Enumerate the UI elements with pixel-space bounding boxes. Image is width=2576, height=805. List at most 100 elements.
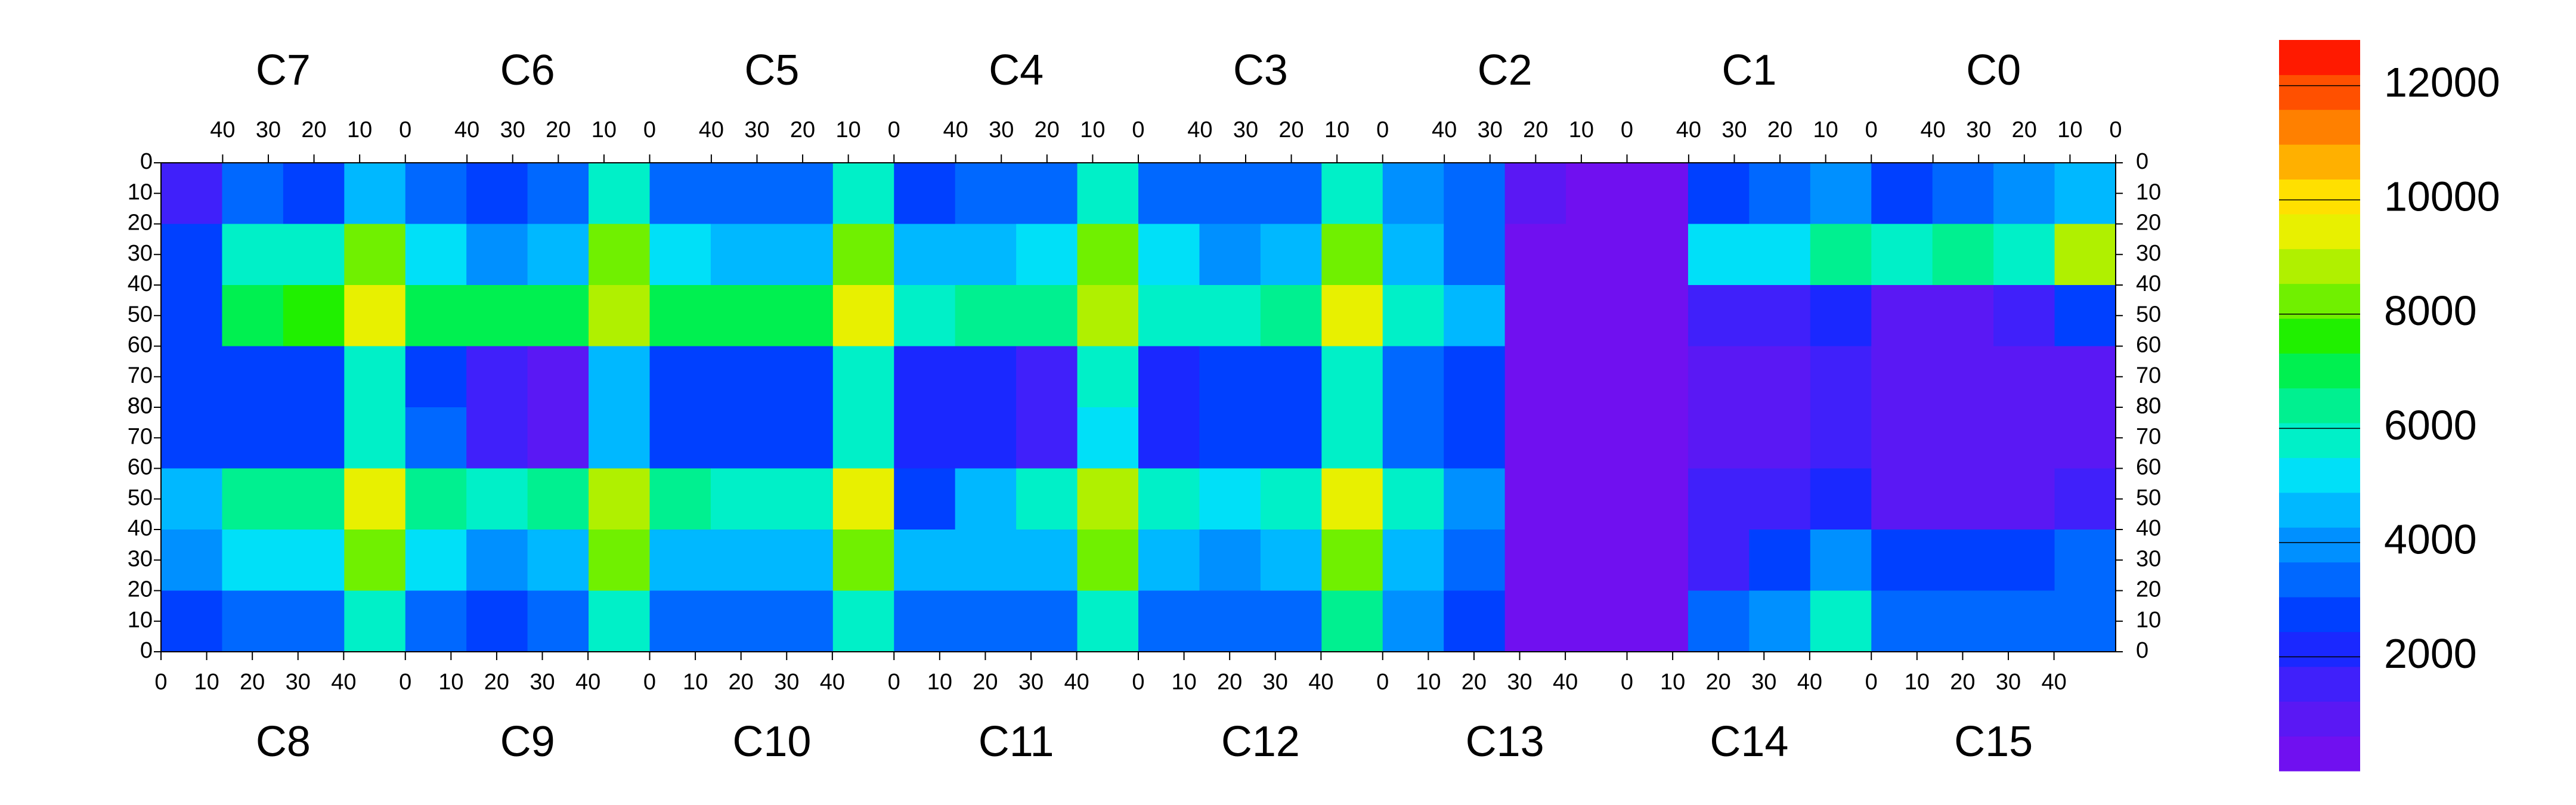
right-tick-label: 40 [2136, 271, 2161, 296]
heatmap-cell [466, 590, 528, 652]
heatmap-cell [527, 590, 589, 652]
heatmap-cell [1321, 224, 1383, 286]
heatmap-cell [649, 224, 711, 286]
heatmap-cell [1260, 407, 1322, 469]
heatmap-cell [1871, 163, 1933, 224]
heatmap-cell [955, 285, 1017, 346]
right-tick-label: 20 [2136, 577, 2161, 602]
heatmap-cell [405, 530, 467, 591]
colorbar-tick-label: 2000 [2384, 630, 2477, 677]
heatmap-cell [1444, 590, 1506, 652]
left-tick-label: 60 [128, 455, 153, 480]
bottom-tick-label: 40 [2041, 670, 2066, 695]
heatmap-cell [1199, 224, 1261, 286]
heatmap-cell [1016, 407, 1078, 469]
heatmap-cell [1016, 346, 1078, 408]
heatmap-cell [649, 468, 711, 530]
heatmap-cell [1627, 530, 1689, 591]
heatmap-cell [1566, 346, 1627, 408]
chip-label: C10 [732, 718, 811, 766]
heatmap-cell [527, 346, 589, 408]
bottom-tick-label: 30 [1507, 670, 1532, 695]
heatmap-cell [1993, 407, 2055, 469]
chip-label: C14 [1710, 718, 1788, 766]
colorbar-tick-label: 6000 [2384, 402, 2477, 448]
right-tick-label: 10 [2136, 608, 2161, 633]
heatmap-cell [1566, 407, 1627, 469]
heatmap-cell [1444, 468, 1506, 530]
heatmap-cell [1504, 224, 1566, 286]
heatmap-cell [1627, 407, 1689, 469]
heatmap-cell [1688, 530, 1750, 591]
heatmap-cell [344, 590, 406, 652]
color-band [2279, 179, 2360, 215]
heatmap-cell [832, 163, 894, 224]
heatmap-cell [1444, 163, 1506, 224]
color-band [2279, 109, 2360, 145]
heatmap-cell [894, 530, 956, 591]
heatmap-cell [772, 590, 834, 652]
top-tick-label: 10 [836, 117, 861, 143]
color-band [2279, 144, 2360, 180]
top-tick-label: 40 [1432, 117, 1457, 143]
bottom-tick-label: 10 [1416, 670, 1441, 695]
heatmap-cell [1382, 285, 1444, 346]
heatmap-cell [527, 285, 589, 346]
heatmap-cell [1504, 590, 1566, 652]
chip-label: C6 [500, 47, 555, 94]
heatmap-cell [1444, 407, 1506, 469]
right-tick-label: 40 [2136, 516, 2161, 541]
heatmap-cell [344, 468, 406, 530]
heatmap-cell [1077, 285, 1139, 346]
heatmap-cell [1382, 346, 1444, 408]
heatmap-cell [1321, 346, 1383, 408]
top-tick-label: 30 [1233, 117, 1258, 143]
heatmap-cell [405, 590, 467, 652]
bottom-tick-label: 40 [1553, 670, 1578, 695]
heatmap-cell [1932, 224, 1994, 286]
heatmap-cell [1504, 346, 1566, 408]
top-tick-label: 30 [1966, 117, 1991, 143]
heatmap-cell [1016, 285, 1078, 346]
heatmap-cell [1627, 163, 1689, 224]
heatmap-cell [1138, 468, 1200, 530]
heatmap-cell [955, 530, 1017, 591]
bottom-tick-label: 30 [1263, 670, 1288, 695]
chip-label: C4 [989, 47, 1044, 94]
bottom-tick-label: 0 [399, 670, 411, 695]
heatmap-cell [1810, 468, 1872, 530]
heatmap-cell [1260, 163, 1322, 224]
heatmap-cell [283, 285, 345, 346]
heatmap-cell [1321, 163, 1383, 224]
heatmap-cell [283, 530, 345, 591]
heatmap-cell [1932, 285, 1994, 346]
heatmap-cell [1260, 530, 1322, 591]
heatmap-cell [1382, 163, 1444, 224]
heatmap-cell [1688, 407, 1750, 469]
heatmap-cell [1810, 590, 1872, 652]
left-tick-label: 40 [128, 271, 153, 296]
heatmap-cell [527, 468, 589, 530]
chip-label: C1 [1722, 47, 1776, 94]
heatmap-cell [1260, 224, 1322, 286]
color-band [2279, 492, 2360, 528]
color-band [2279, 318, 2360, 354]
colorbar-tick-label: 4000 [2384, 516, 2477, 562]
bottom-tick-label: 0 [1132, 670, 1144, 695]
heatmap-cell [1504, 407, 1566, 469]
heatmap-cell [527, 224, 589, 286]
top-tick-label: 10 [1080, 117, 1105, 143]
bottom-tick-label: 30 [286, 670, 311, 695]
heatmap-cell [1260, 590, 1322, 652]
heatmap-cell [466, 530, 528, 591]
heatmap-cell [772, 407, 834, 469]
heatmap-cell [222, 407, 284, 469]
heatmap-cell [1077, 407, 1139, 469]
heatmap-cell [1688, 163, 1750, 224]
heatmap-cell [283, 163, 345, 224]
top-tick-label: 30 [500, 117, 525, 143]
heatmap-cell [1871, 468, 1933, 530]
top-tick-label: 20 [1523, 117, 1548, 143]
top-tick-label: 0 [1865, 117, 1878, 143]
heatmap-cell [1749, 590, 1811, 652]
